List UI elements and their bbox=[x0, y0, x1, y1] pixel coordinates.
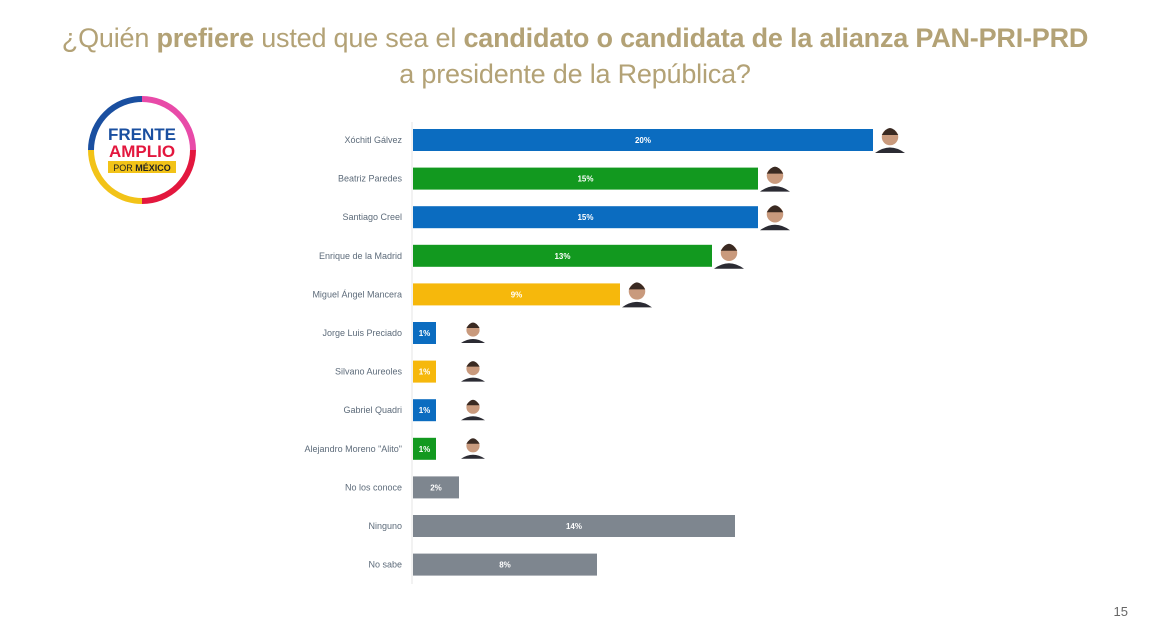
candidate-photo-body bbox=[875, 147, 905, 153]
category-label: Silvano Aureoles bbox=[335, 367, 403, 377]
candidate-photo-hair bbox=[466, 322, 480, 328]
candidate-photo-hair bbox=[466, 361, 480, 367]
candidate-photo-body bbox=[714, 263, 744, 269]
svg-text:POR MÉXICO: POR MÉXICO bbox=[113, 163, 171, 173]
category-label: Miguel Ángel Mancera bbox=[312, 289, 402, 299]
data-label: 1% bbox=[419, 445, 431, 454]
category-label: Beatriz Paredes bbox=[338, 174, 403, 184]
bar bbox=[413, 244, 712, 267]
candidate-photo-body bbox=[760, 224, 790, 231]
category-label: Enrique de la Madrid bbox=[319, 251, 402, 261]
bar bbox=[413, 476, 459, 499]
candidate-photo-body bbox=[461, 339, 485, 343]
bar bbox=[413, 322, 436, 344]
candidate-photo-hair bbox=[881, 128, 899, 135]
bar bbox=[413, 360, 436, 383]
candidate-photo-body bbox=[461, 416, 485, 421]
data-label: 15% bbox=[577, 175, 593, 184]
candidate-photo-hair bbox=[766, 205, 784, 213]
candidate-photo-hair bbox=[766, 166, 784, 174]
category-label: Alejandro Moreno "Alito" bbox=[305, 444, 402, 454]
data-label: 1% bbox=[419, 368, 431, 377]
category-label: Ninguno bbox=[368, 521, 402, 531]
chart-title: ¿Quién prefiere usted que sea el candida… bbox=[60, 20, 1090, 92]
data-label: 2% bbox=[430, 483, 442, 492]
category-label: Jorge Luis Preciado bbox=[322, 328, 402, 338]
page-number: 15 bbox=[1113, 604, 1128, 619]
category-label: Gabriel Quadri bbox=[343, 405, 402, 415]
title-part: candidato o candidata de la alianza PAN-… bbox=[463, 23, 1089, 53]
data-label: 20% bbox=[635, 136, 651, 145]
bar bbox=[413, 515, 735, 537]
data-label: 14% bbox=[566, 522, 582, 531]
svg-text:FRENTE: FRENTE bbox=[108, 125, 176, 144]
data-label: 9% bbox=[511, 290, 523, 299]
data-label: 1% bbox=[419, 329, 431, 338]
candidate-photo-hair bbox=[466, 399, 480, 406]
candidate-photo-body bbox=[760, 186, 790, 192]
bar bbox=[413, 283, 620, 306]
data-label: 8% bbox=[499, 561, 511, 570]
category-label: No sabe bbox=[368, 560, 402, 570]
title-part: ¿Quién bbox=[61, 23, 157, 53]
category-label: Xóchitl Gálvez bbox=[344, 135, 402, 145]
data-label: 15% bbox=[577, 213, 593, 222]
svg-text:AMPLIO: AMPLIO bbox=[109, 142, 175, 161]
candidate-photo-body bbox=[622, 301, 652, 308]
title-part: usted que sea el bbox=[253, 23, 464, 53]
title-part: prefiere bbox=[156, 23, 254, 53]
frente-amplio-logo: FRENTE AMPLIO POR MÉXICO bbox=[88, 96, 196, 204]
bar bbox=[413, 206, 758, 229]
bar bbox=[413, 167, 758, 190]
category-label: Santiago Creel bbox=[342, 212, 402, 222]
candidate-photo-hair bbox=[628, 282, 646, 290]
bar bbox=[413, 399, 436, 422]
candidate-photo-body bbox=[461, 454, 485, 459]
candidate-photo-body bbox=[461, 377, 485, 382]
category-label: No los conoce bbox=[345, 482, 402, 492]
title-part: a presidente de la República? bbox=[399, 59, 751, 89]
bar bbox=[413, 437, 436, 460]
bar bbox=[413, 553, 597, 576]
bar bbox=[413, 129, 873, 151]
data-label: 1% bbox=[419, 406, 431, 415]
data-label: 13% bbox=[554, 252, 570, 261]
candidate-photo-hair bbox=[720, 243, 738, 251]
candidate-photo-hair bbox=[466, 438, 480, 444]
